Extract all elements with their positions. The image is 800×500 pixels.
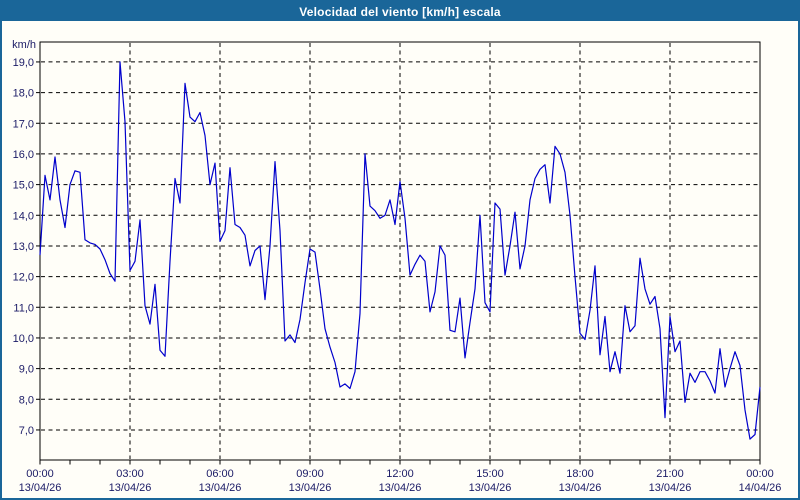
y-tick-label: 12,0 xyxy=(13,272,34,284)
y-axis-unit-label: km/h xyxy=(12,39,36,51)
x-tick-time-label: 03:00 xyxy=(116,468,144,480)
chart-title: Velocidad del viento [km/h] escala xyxy=(299,4,501,19)
y-tick-label: 9,0 xyxy=(19,364,34,376)
x-tick-date-label: 13/04/26 xyxy=(109,482,152,494)
x-tick-date-label: 13/04/26 xyxy=(649,482,692,494)
y-tick-label: 18,0 xyxy=(13,88,34,100)
y-tick-label: 11,0 xyxy=(13,302,34,314)
title-bar: Velocidad del viento [km/h] escala xyxy=(2,2,798,21)
x-tick-time-label: 09:00 xyxy=(296,468,324,480)
y-tick-label: 8,0 xyxy=(19,394,34,406)
x-tick-time-label: 00:00 xyxy=(26,468,54,480)
x-tick-time-label: 00:00 xyxy=(746,468,774,480)
x-tick-time-label: 12:00 xyxy=(386,468,414,480)
x-tick-time-label: 21:00 xyxy=(656,468,684,480)
y-tick-label: 14,0 xyxy=(13,210,34,222)
y-tick-label: 15,0 xyxy=(13,180,34,192)
x-tick-date-label: 13/04/26 xyxy=(199,482,242,494)
x-tick-date-label: 14/04/26 xyxy=(739,482,782,494)
y-tick-label: 10,0 xyxy=(13,333,34,345)
x-tick-time-label: 15:00 xyxy=(476,468,504,480)
y-tick-label: 19,0 xyxy=(13,57,34,69)
x-tick-date-label: 13/04/26 xyxy=(19,482,62,494)
y-tick-label: 17,0 xyxy=(13,118,34,130)
x-tick-date-label: 13/04/26 xyxy=(379,482,422,494)
x-tick-time-label: 18:00 xyxy=(566,468,594,480)
y-tick-label: 16,0 xyxy=(13,149,34,161)
x-tick-time-label: 06:00 xyxy=(206,468,234,480)
x-tick-date-label: 13/04/26 xyxy=(559,482,602,494)
x-tick-date-label: 13/04/26 xyxy=(469,482,512,494)
series-line xyxy=(39,61,761,440)
x-tick-date-label: 13/04/26 xyxy=(289,482,332,494)
y-tick-label: 7,0 xyxy=(19,425,34,437)
y-tick-label: 13,0 xyxy=(13,241,34,253)
